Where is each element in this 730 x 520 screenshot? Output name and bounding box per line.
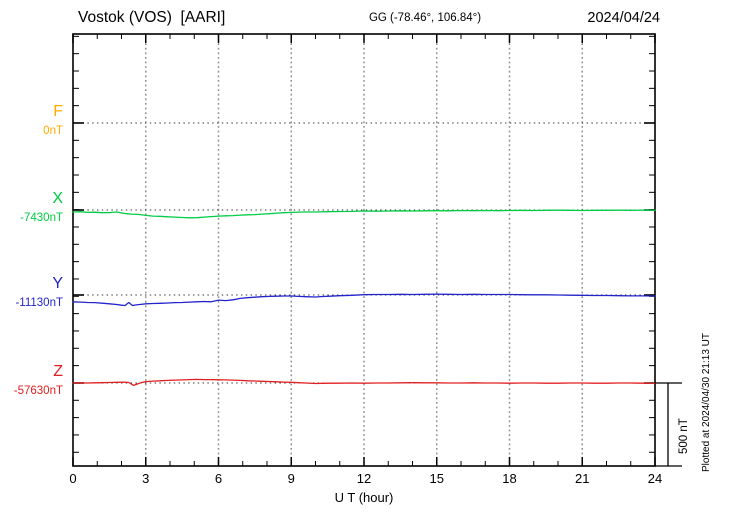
x-tick-label: 3 bbox=[142, 471, 150, 486]
component-baseline-value-Z: -57630nT bbox=[13, 385, 63, 397]
x-tick-label: 18 bbox=[502, 471, 517, 486]
trace-X bbox=[72, 209, 656, 219]
component-baseline-value-Y: -11130nT bbox=[15, 297, 63, 309]
x-tick-label: 9 bbox=[287, 471, 295, 486]
x-tick-label: 6 bbox=[214, 471, 223, 486]
x-tick-label: 12 bbox=[356, 471, 372, 486]
plotted-at-note: Plotted at 2024/04/30 21:13 UT bbox=[701, 333, 712, 472]
station-title: Vostok (VOS) [AARI] bbox=[78, 9, 226, 26]
component-letter-X: X bbox=[52, 190, 63, 207]
x-tick-label: 24 bbox=[647, 471, 663, 486]
component-letter-F: F bbox=[53, 103, 63, 120]
trace-Y bbox=[72, 293, 656, 307]
component-letter-Z: Z bbox=[53, 363, 63, 380]
x-tick-label: 0 bbox=[69, 471, 77, 486]
x-tick-label: 21 bbox=[575, 471, 590, 486]
x-tick-label: 15 bbox=[429, 471, 444, 486]
plot-border bbox=[72, 33, 656, 467]
plot-date: 2024/04/24 bbox=[587, 10, 660, 26]
trace-Z bbox=[72, 378, 656, 387]
component-baseline-value-F: 0nT bbox=[43, 125, 63, 137]
geographic-coords-label: GG (-78.46°, 106.84°) bbox=[368, 12, 482, 24]
component-baseline-value-X: -7430nT bbox=[20, 212, 63, 224]
x-axis-title: U T (hour) bbox=[334, 490, 394, 505]
scale-bar-label: 500 nT bbox=[678, 418, 690, 454]
component-letter-Y: Y bbox=[52, 275, 63, 292]
